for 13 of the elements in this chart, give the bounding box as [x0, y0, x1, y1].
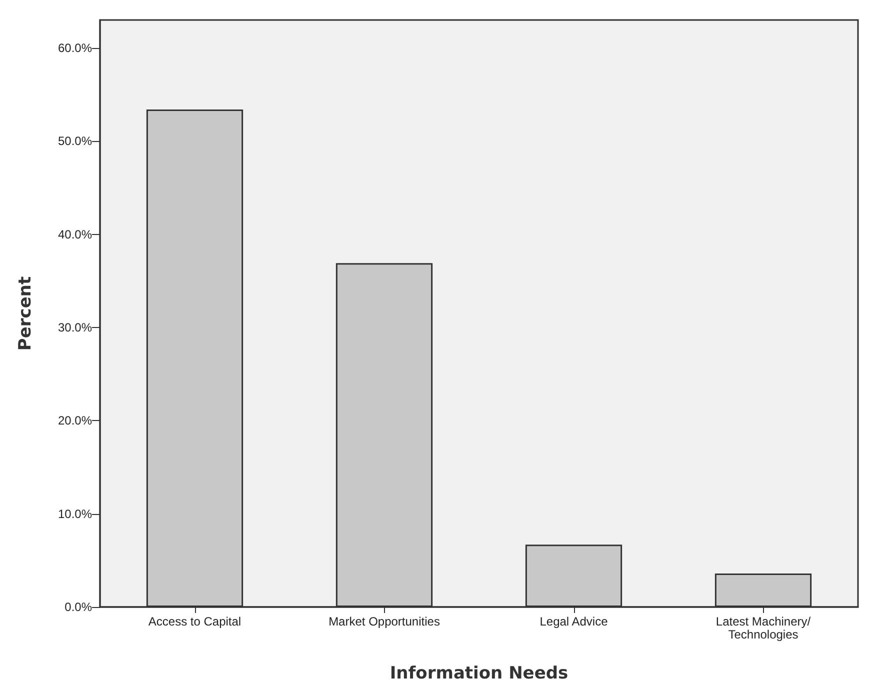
- x-tick-label: Latest Machinery/ Technologies: [716, 614, 812, 642]
- y-tick-label: 40.0%: [58, 227, 92, 242]
- y-tick-label: 50.0%: [58, 134, 92, 148]
- y-tick-label: 10.0%: [58, 506, 92, 521]
- y-tick-label: 20.0%: [58, 414, 92, 428]
- y-tick-label: 0.0%: [64, 600, 92, 614]
- y-axis-title: Percent: [16, 276, 36, 351]
- y-tick-label: 60.0%: [58, 40, 92, 55]
- y-tick-label: 30.0%: [58, 320, 92, 334]
- x-tick-label: Market Opportunities: [328, 614, 440, 628]
- x-tick-label: Legal Advice: [540, 614, 608, 628]
- x-tick-label: Access to Capital: [148, 614, 242, 628]
- x-axis-title: Information Needs: [390, 664, 568, 684]
